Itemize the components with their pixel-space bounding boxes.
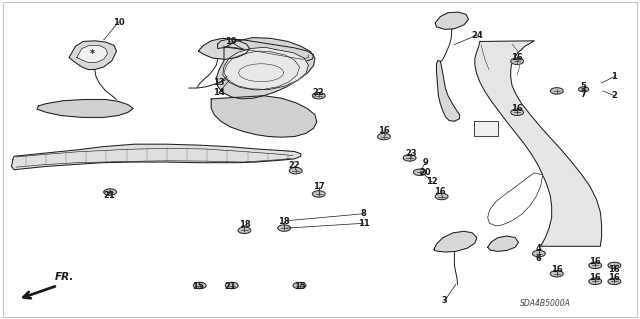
Text: 4: 4 — [536, 244, 542, 253]
Polygon shape — [435, 12, 468, 29]
Text: 6: 6 — [536, 254, 542, 263]
Circle shape — [403, 155, 416, 161]
Circle shape — [193, 282, 206, 289]
Text: 18: 18 — [278, 217, 290, 226]
Text: 11: 11 — [358, 219, 369, 228]
Text: 23: 23 — [405, 149, 417, 158]
Text: 21: 21 — [225, 282, 236, 291]
Text: 2: 2 — [611, 91, 618, 100]
Text: 16: 16 — [609, 273, 620, 282]
Text: 16: 16 — [609, 265, 620, 274]
Text: 16: 16 — [589, 273, 601, 282]
Text: 19: 19 — [225, 37, 236, 46]
Circle shape — [579, 87, 589, 92]
Text: 18: 18 — [239, 220, 250, 229]
Circle shape — [378, 133, 390, 140]
Polygon shape — [37, 100, 133, 117]
Circle shape — [312, 191, 325, 197]
Text: 9: 9 — [423, 158, 428, 167]
Circle shape — [435, 193, 448, 200]
Polygon shape — [436, 61, 460, 121]
Text: 8: 8 — [361, 209, 366, 218]
Text: 12: 12 — [426, 177, 438, 186]
Text: 16: 16 — [551, 265, 563, 274]
Text: 22: 22 — [313, 88, 324, 97]
Polygon shape — [218, 39, 314, 61]
Polygon shape — [77, 45, 108, 63]
Text: 5: 5 — [580, 82, 587, 91]
Text: FR.: FR. — [54, 272, 74, 282]
Polygon shape — [211, 96, 317, 137]
Text: 24: 24 — [471, 31, 483, 40]
Circle shape — [104, 189, 116, 195]
Text: 15: 15 — [294, 282, 305, 291]
Circle shape — [238, 227, 251, 234]
Text: 16: 16 — [511, 53, 523, 62]
Polygon shape — [474, 121, 498, 136]
Circle shape — [608, 278, 621, 285]
Text: 13: 13 — [213, 78, 225, 87]
Text: 14: 14 — [213, 88, 225, 97]
Polygon shape — [12, 144, 301, 170]
Circle shape — [550, 271, 563, 277]
Circle shape — [589, 262, 602, 269]
Circle shape — [413, 169, 426, 175]
Text: 21: 21 — [103, 191, 115, 200]
Text: *: * — [90, 49, 95, 59]
Circle shape — [293, 282, 306, 289]
Text: 7: 7 — [581, 90, 586, 99]
Polygon shape — [223, 47, 308, 90]
Circle shape — [511, 109, 524, 115]
Polygon shape — [475, 41, 602, 246]
Text: 16: 16 — [378, 126, 390, 135]
Text: 1: 1 — [611, 72, 618, 81]
Text: 3: 3 — [442, 296, 447, 305]
Circle shape — [278, 225, 291, 231]
Text: 17: 17 — [313, 182, 324, 191]
Polygon shape — [216, 38, 315, 99]
Circle shape — [312, 93, 325, 99]
Text: 20: 20 — [420, 168, 431, 177]
Circle shape — [289, 167, 302, 174]
Text: SDA4B5000A: SDA4B5000A — [520, 299, 570, 308]
Circle shape — [550, 88, 563, 94]
Polygon shape — [69, 41, 116, 70]
Text: 16: 16 — [511, 104, 523, 113]
Polygon shape — [488, 236, 518, 251]
Circle shape — [511, 58, 524, 64]
Circle shape — [608, 262, 621, 269]
Text: 16: 16 — [589, 257, 601, 266]
Polygon shape — [198, 38, 250, 59]
Circle shape — [225, 282, 238, 289]
Polygon shape — [434, 231, 477, 252]
Circle shape — [532, 250, 545, 257]
Text: 15: 15 — [193, 282, 204, 291]
Text: 22: 22 — [289, 161, 300, 170]
Circle shape — [589, 278, 602, 285]
Polygon shape — [488, 173, 543, 226]
Text: 10: 10 — [113, 18, 124, 27]
Text: 16: 16 — [435, 187, 446, 196]
